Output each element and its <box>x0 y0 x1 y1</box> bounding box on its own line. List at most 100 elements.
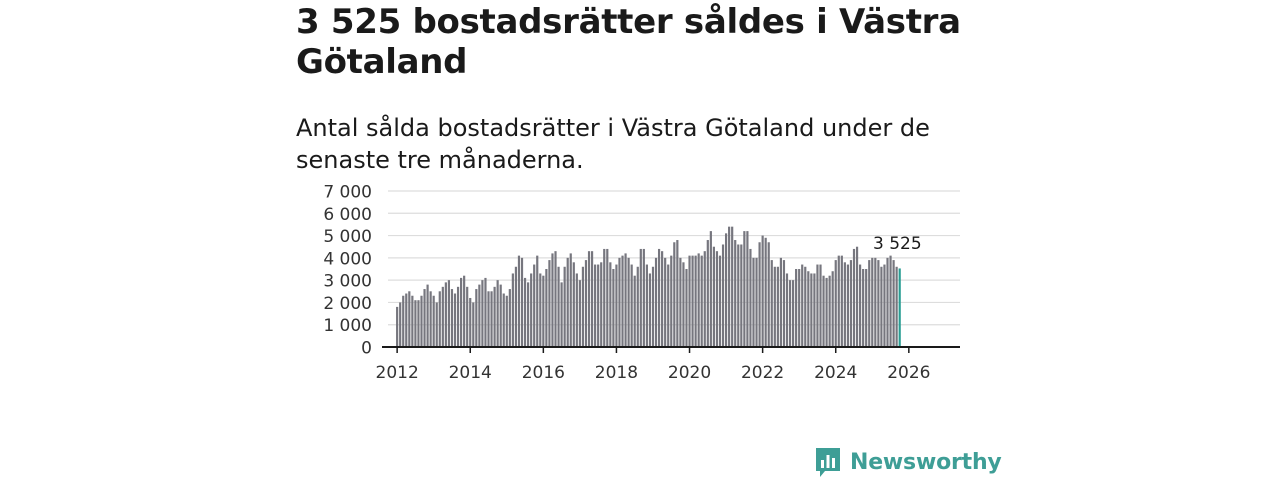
bar <box>508 289 511 347</box>
chart-subtitle: Antal sålda bostadsrätter i Västra Götal… <box>296 114 930 174</box>
bar <box>533 264 536 347</box>
bar <box>697 253 700 347</box>
bar <box>554 251 557 347</box>
x-axis-labels: 2012 2014 2016 2018 2020 2022 2024 2026 <box>376 363 931 383</box>
bar <box>542 275 545 347</box>
y-tick-label: 1 000 <box>323 316 372 336</box>
bar <box>804 266 807 347</box>
bar <box>685 269 688 347</box>
bar <box>813 273 816 347</box>
bar <box>679 257 682 347</box>
bar <box>432 295 435 347</box>
bar <box>423 289 426 347</box>
bar <box>871 257 874 347</box>
bar <box>746 231 749 347</box>
bar <box>481 280 484 347</box>
bar <box>520 257 524 347</box>
bar <box>450 289 454 347</box>
bar <box>563 266 566 347</box>
bar <box>807 271 810 347</box>
y-tick-label: 2 000 <box>323 294 372 314</box>
bar <box>527 282 530 347</box>
bar <box>557 266 560 347</box>
bar <box>493 286 496 347</box>
bar <box>715 251 719 347</box>
bar <box>447 280 451 347</box>
bar <box>618 257 621 347</box>
bar <box>791 280 795 347</box>
bar <box>883 264 886 347</box>
bar <box>569 253 572 347</box>
bar <box>539 273 542 347</box>
bar <box>828 275 831 347</box>
bar <box>600 262 603 347</box>
bars <box>396 226 901 347</box>
bar <box>621 255 624 347</box>
bar <box>505 295 508 347</box>
bar <box>444 282 447 347</box>
bar <box>460 277 463 347</box>
bar <box>670 255 673 347</box>
bar <box>691 255 694 347</box>
bar <box>499 284 502 347</box>
newsworthy-logo: Newsworthy <box>814 446 1002 478</box>
bar <box>453 293 457 347</box>
x-axis-ticks <box>396 347 910 353</box>
bar <box>645 264 648 347</box>
bar <box>609 262 612 347</box>
bar <box>834 260 837 347</box>
bar <box>575 273 578 347</box>
bar <box>426 284 429 347</box>
bar <box>429 291 432 347</box>
bar <box>773 266 776 347</box>
bar <box>761 235 764 347</box>
bar <box>612 269 615 347</box>
bar <box>877 260 880 347</box>
bar <box>816 264 819 347</box>
highlight-value-label: 3 525 <box>873 234 922 254</box>
bar <box>880 266 883 347</box>
bar <box>560 282 563 347</box>
bar <box>399 302 402 347</box>
bar <box>758 242 761 347</box>
bar <box>587 251 591 347</box>
bar <box>636 266 639 347</box>
bar <box>597 264 600 347</box>
bar <box>712 246 715 347</box>
bar <box>478 284 481 347</box>
bar <box>664 257 667 347</box>
bar <box>472 302 475 347</box>
bar <box>502 293 505 347</box>
bar <box>721 244 725 347</box>
bar <box>843 262 846 347</box>
bar <box>517 255 521 347</box>
bar <box>855 246 859 347</box>
bar <box>530 273 533 347</box>
y-tick-label: 0 <box>361 339 372 359</box>
bar <box>889 255 892 347</box>
bar <box>511 273 514 347</box>
bar <box>810 273 813 347</box>
bar <box>648 273 652 347</box>
bar <box>633 275 636 347</box>
bar <box>785 273 789 347</box>
bar <box>788 280 792 347</box>
bar <box>475 289 478 347</box>
bar <box>584 260 588 347</box>
bar <box>463 275 466 347</box>
bar <box>651 266 655 347</box>
bar <box>755 257 758 347</box>
bar <box>795 269 798 347</box>
bar <box>639 248 642 347</box>
bar <box>676 240 679 347</box>
bar <box>688 255 691 347</box>
bar <box>523 277 527 347</box>
bar <box>846 264 850 347</box>
bar <box>819 264 822 347</box>
bar <box>420 295 423 347</box>
brand-name: Newsworthy <box>850 449 1002 475</box>
bar <box>752 257 755 347</box>
bar <box>740 244 743 347</box>
bar <box>764 237 767 347</box>
